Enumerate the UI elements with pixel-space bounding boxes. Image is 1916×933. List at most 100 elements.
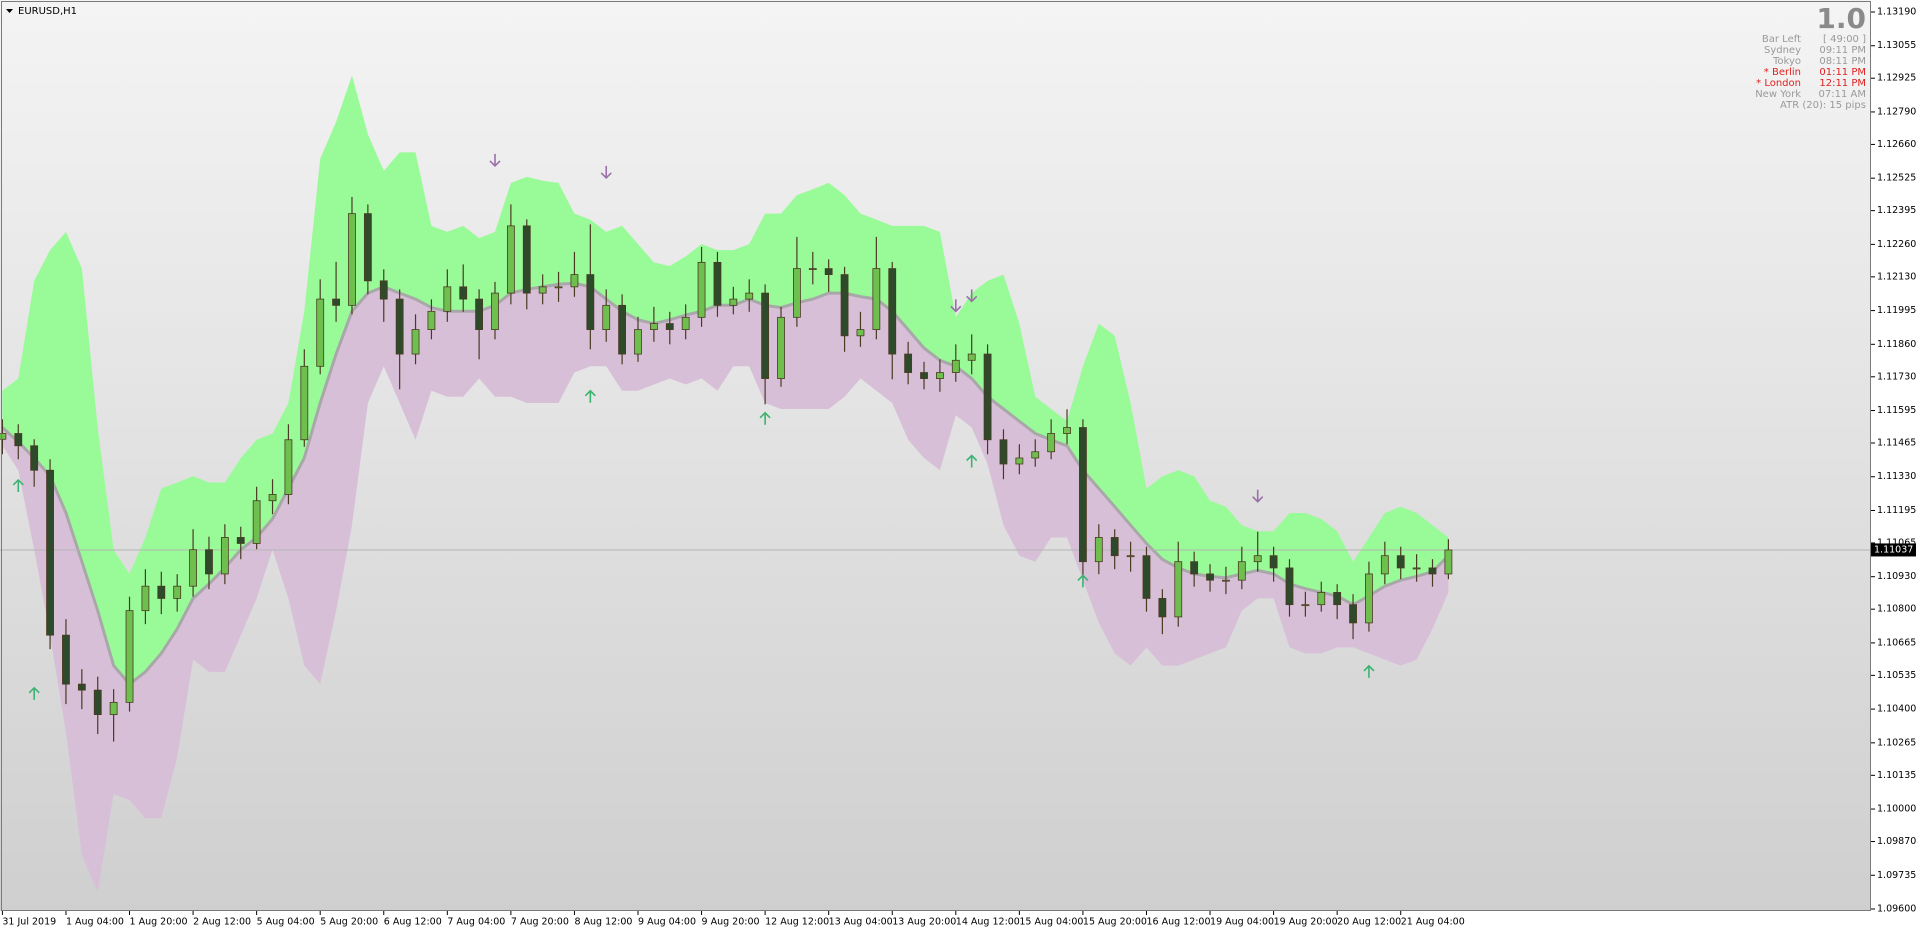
x-tick-label: 7 Aug 04:00 [447, 917, 505, 928]
candle-body [665, 323, 674, 330]
x-tick-label: 31 Jul 2019 [2, 917, 56, 928]
candle-body [777, 316, 785, 379]
x-tick-label: 5 Aug 20:00 [320, 917, 378, 928]
candle-body [729, 298, 738, 306]
clock-label: * London [1756, 78, 1801, 89]
y-tick-label: 1.12260 [1877, 239, 1916, 250]
candle-body [316, 298, 325, 367]
symbol-menu-icon[interactable] [6, 9, 13, 13]
candle-body [189, 549, 197, 587]
candle-body [983, 353, 992, 441]
x-tick-label: 19 Aug 04:00 [1210, 917, 1274, 928]
candle-body [1206, 573, 1214, 581]
clock-value: 01:11 PM [1819, 67, 1866, 78]
x-tick-label: 21 Aug 04:00 [1401, 917, 1465, 928]
y-tick-label: 1.10265 [1877, 737, 1916, 748]
candle-body [300, 365, 309, 441]
y-tick-label: 1.11065 [1877, 537, 1916, 548]
candle-body [475, 298, 484, 330]
y-tick-label: 1.10930 [1877, 571, 1916, 582]
x-tick-label: 1 Aug 04:00 [66, 917, 124, 928]
candle-body [1222, 579, 1230, 582]
candle-body [1142, 555, 1151, 599]
x-tick-label: 5 Aug 04:00 [257, 917, 315, 928]
candle-body [427, 310, 436, 330]
candle-body [491, 292, 499, 330]
candle-body [951, 359, 960, 373]
candle-body [30, 445, 39, 471]
candle-body [379, 280, 388, 300]
candle-body [1031, 451, 1040, 459]
buy-arrow [1363, 664, 1375, 678]
candle-body [332, 298, 340, 306]
x-tick-label: 14 Aug 12:00 [956, 917, 1020, 928]
candle-body [745, 292, 754, 300]
y-tick-label: 1.12395 [1877, 205, 1916, 216]
clock-value: 08:11 PM [1819, 56, 1866, 67]
y-tick-label: 1.09870 [1877, 836, 1916, 847]
y-tick-label: 1.11330 [1877, 471, 1916, 482]
y-tick-label: 1.10665 [1877, 637, 1916, 648]
candle-body [761, 292, 770, 379]
y-tick-label: 1.12130 [1877, 271, 1916, 282]
y-tick-label: 1.10800 [1877, 604, 1916, 615]
candle-body [411, 329, 420, 355]
x-tick-label: 13 Aug 20:00 [892, 917, 956, 928]
counter: 1.0 [1816, 2, 1866, 35]
candle-body [252, 500, 261, 544]
candle-body [0, 433, 7, 440]
candle-body [77, 683, 86, 691]
candle-body [443, 286, 452, 312]
price-axis-panel [1871, 0, 1916, 933]
sell-arrow [1252, 489, 1264, 503]
candle-body [46, 469, 54, 636]
candle-body [236, 537, 245, 544]
y-tick-label: 1.10400 [1877, 704, 1916, 715]
candle-body [1047, 433, 1056, 453]
y-tick-label: 1.11195 [1877, 505, 1916, 516]
buy-arrow [1077, 574, 1089, 588]
candle-body [284, 439, 293, 495]
clock-label: * Berlin [1764, 67, 1801, 78]
upper-band-area [2, 75, 1449, 685]
candle-body [459, 286, 468, 300]
clock-value: 07:11 AM [1819, 89, 1866, 100]
candle-body [793, 268, 801, 318]
candle-body [856, 329, 865, 337]
lower-band-area [2, 283, 1449, 892]
candle-body [1126, 555, 1135, 558]
candle-body [1396, 555, 1405, 569]
candle-body [1333, 592, 1342, 606]
x-tick-label: 8 Aug 12:00 [574, 917, 632, 928]
buy-arrow [966, 454, 978, 468]
y-tick-label: 1.11995 [1877, 305, 1916, 316]
y-tick-label: 1.11595 [1877, 405, 1916, 416]
candle-body [93, 689, 102, 716]
buy-arrow [28, 686, 40, 700]
candle-body [872, 268, 881, 330]
candle-body [157, 585, 166, 599]
y-tick-label: 1.10535 [1877, 670, 1916, 681]
y-tick-label: 1.10135 [1877, 770, 1916, 781]
candle-body [999, 439, 1008, 465]
candle-body [1412, 567, 1421, 570]
candle-body [268, 494, 277, 502]
candle-body [141, 585, 150, 612]
candle-body [904, 353, 913, 373]
y-tick-label: 1.11730 [1877, 371, 1916, 382]
symbol-label: EURUSD,H1 [18, 6, 77, 17]
candle-body [62, 634, 70, 685]
clock-label: Sydney [1764, 45, 1801, 56]
clock-label: Tokyo [1772, 56, 1801, 67]
info-panel: 1.0 Bar Left [ 49:00 ] Sydney 09:11 PM Tokyo… [1755, 2, 1866, 111]
plot-layer [0, 75, 1871, 892]
candle-body [586, 274, 595, 330]
x-tick-label: 15 Aug 20:00 [1083, 917, 1147, 928]
clock-label: New York [1755, 89, 1801, 100]
clock-value: [ 49:00 ] [1823, 34, 1866, 45]
candle-body [1110, 537, 1119, 557]
candle-body [713, 261, 722, 306]
candle-body [824, 268, 833, 276]
candle-body [1174, 561, 1183, 618]
